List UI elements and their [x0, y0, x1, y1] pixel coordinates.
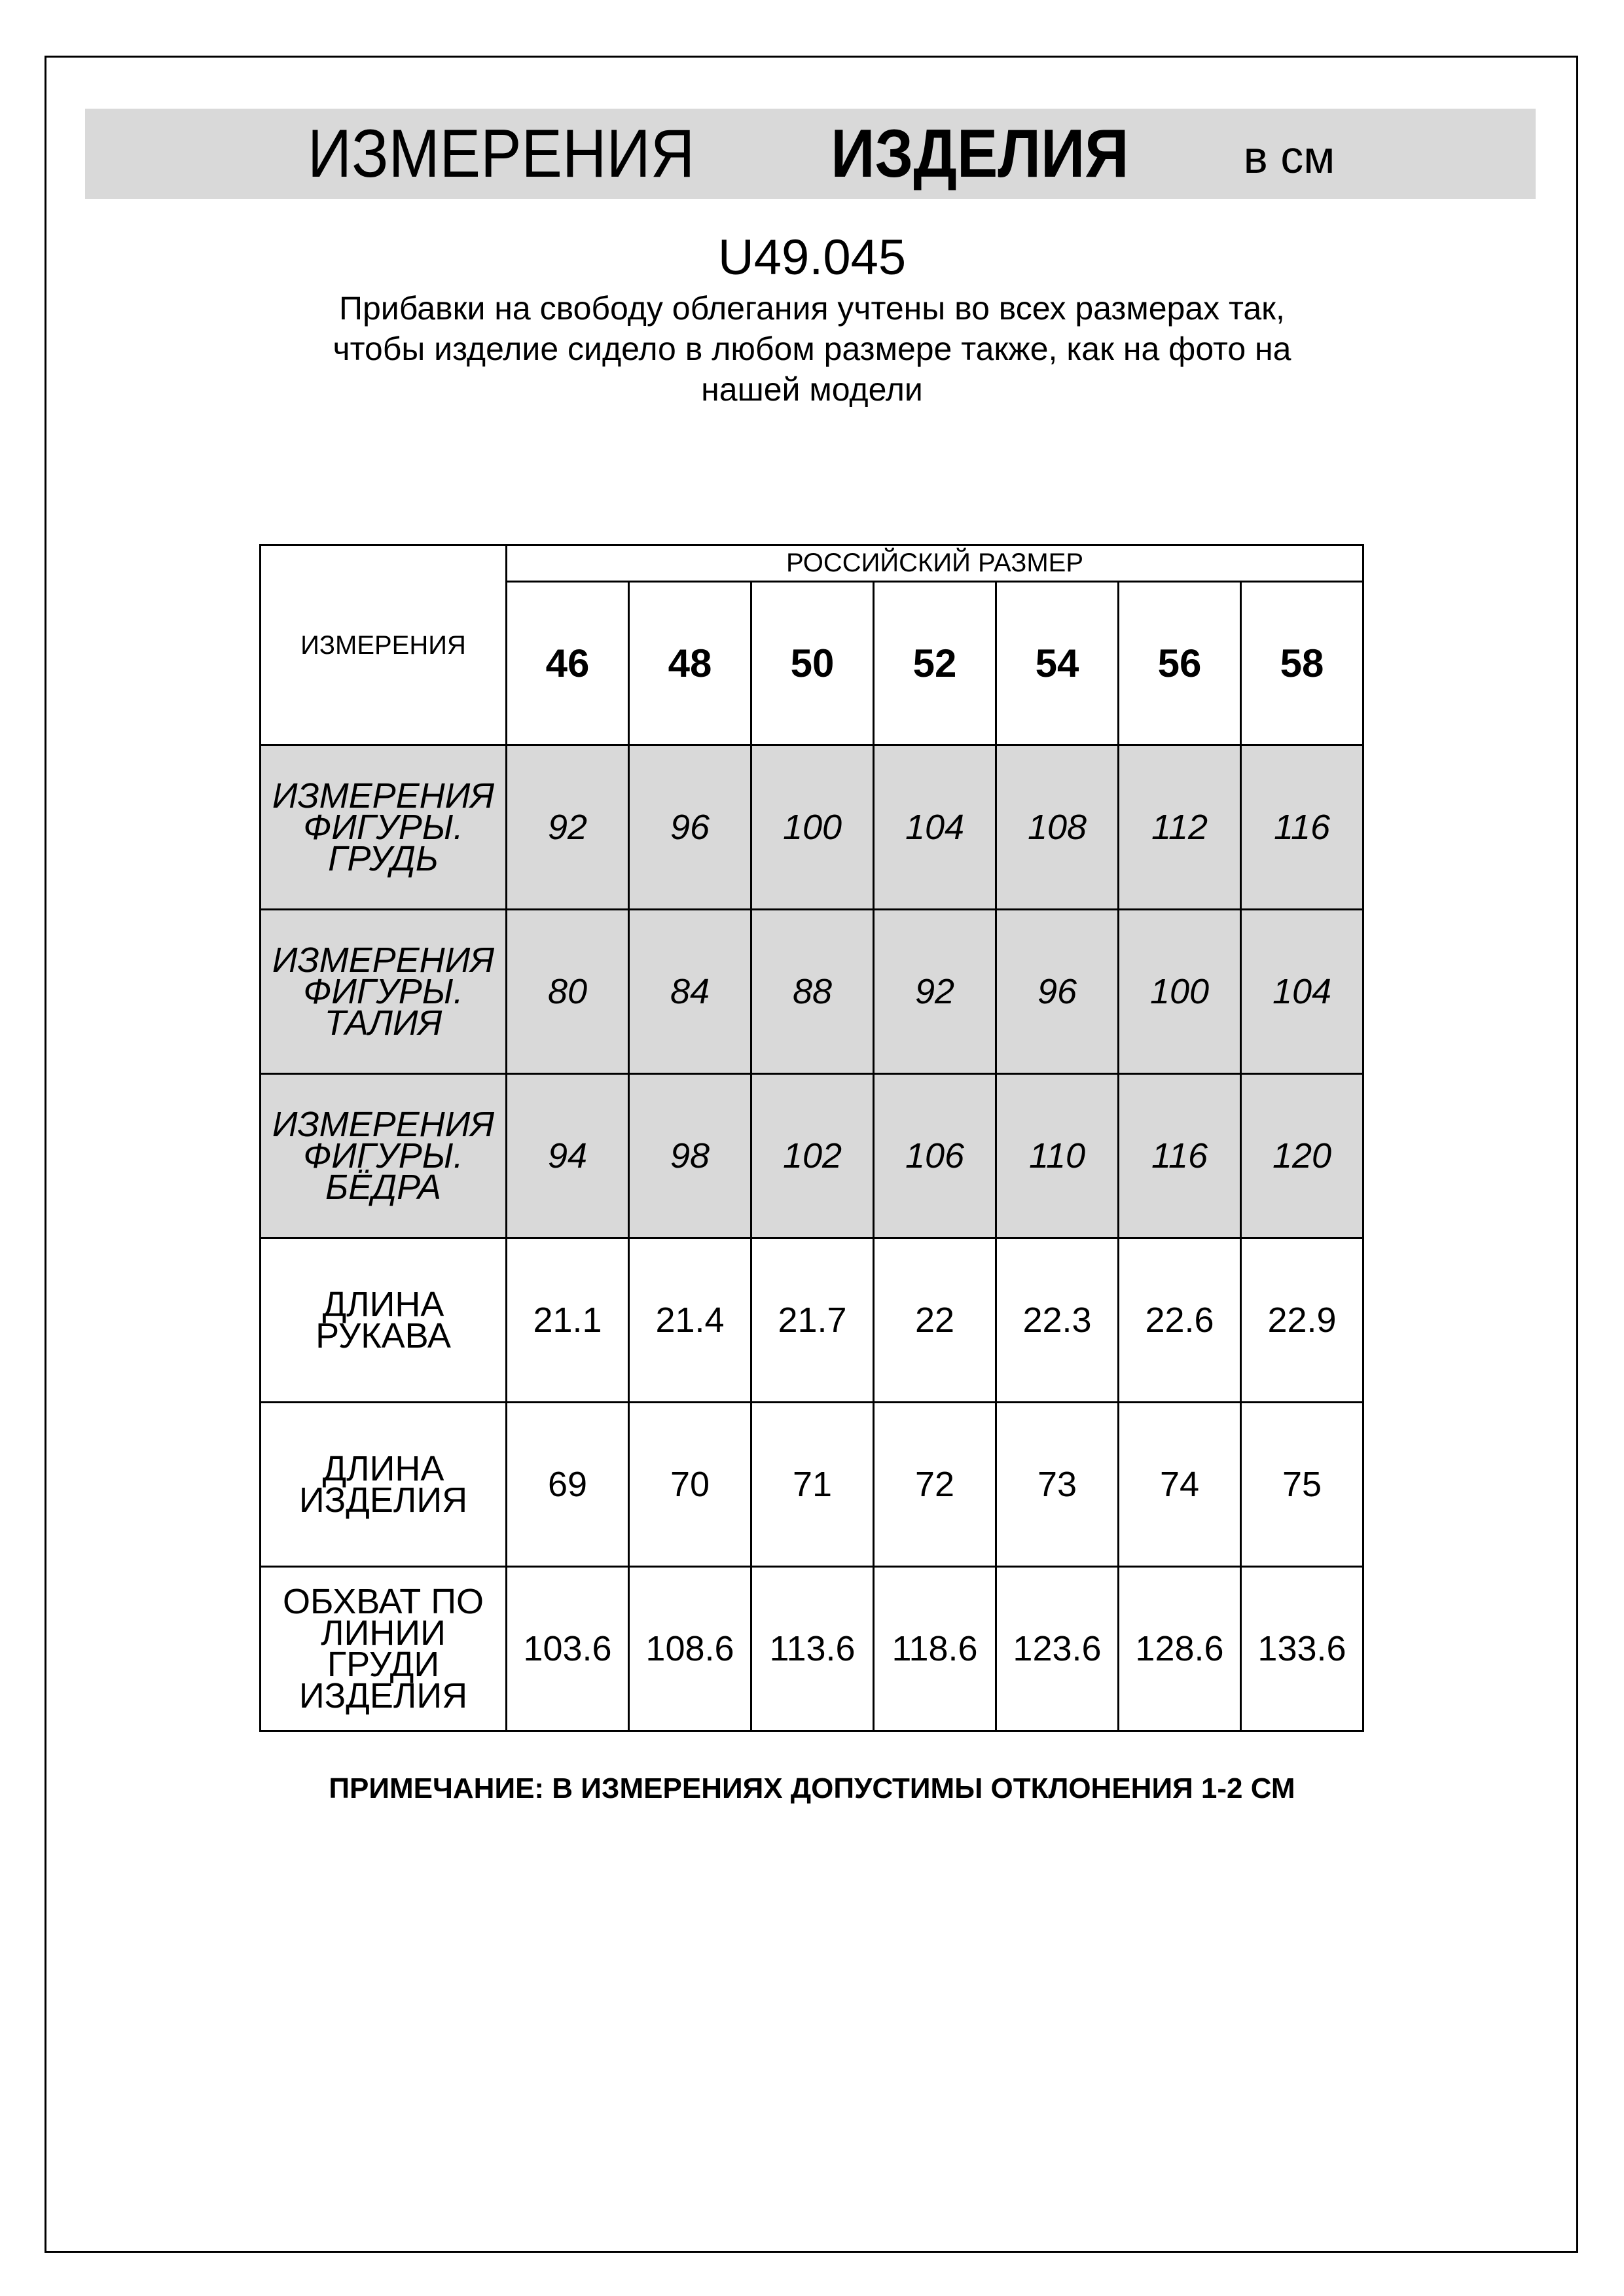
table-cell: 22.9: [1240, 1237, 1364, 1403]
table-cell: 94: [505, 1073, 630, 1239]
table-cell: 72: [873, 1401, 997, 1568]
row-label: ИЗМЕРЕНИЯ ФИГУРЫ. ТАЛИЯ: [259, 908, 507, 1075]
size-header: 48: [628, 581, 752, 746]
row-label: ОБХВАТ ПО ЛИНИИ ГРУДИ ИЗДЕЛИЯ: [259, 1566, 507, 1732]
table-cell: 133.6: [1240, 1566, 1364, 1732]
table-cell: 108: [995, 744, 1119, 910]
table-cell: 70: [628, 1401, 752, 1568]
table-cell: 75: [1240, 1401, 1364, 1568]
table-cell: 73: [995, 1401, 1119, 1568]
label-header: ИЗМЕРЕНИЯ: [259, 544, 507, 746]
table-cell: 120: [1240, 1073, 1364, 1239]
size-header: 46: [505, 581, 630, 746]
row-label: ИЗМЕРЕНИЯ ФИГУРЫ. ГРУДЬ: [259, 744, 507, 910]
table-cell: 106: [873, 1073, 997, 1239]
size-header: 54: [995, 581, 1119, 746]
table-cell: 102: [750, 1073, 875, 1239]
row-label: ИЗМЕРЕНИЯ ФИГУРЫ. БЁДРА: [259, 1073, 507, 1239]
table-row: ОБХВАТ ПО ЛИНИИ ГРУДИ ИЗДЕЛИЯ 103.6 108.6 1…: [259, 1566, 1364, 1732]
table-cell: 92: [873, 908, 997, 1075]
table-cell: 104: [1240, 908, 1364, 1075]
table-cell: 84: [628, 908, 752, 1075]
table-cell: 128.6: [1117, 1566, 1242, 1732]
table-cell: 92: [505, 744, 630, 910]
table-cell: 110: [995, 1073, 1119, 1239]
table-cell: 108.6: [628, 1566, 752, 1732]
table-cell: 113.6: [750, 1566, 875, 1732]
group-header: РОССИЙСКИЙ РАЗМЕР: [505, 544, 1364, 583]
table-cell: 22: [873, 1237, 997, 1403]
title-bold: ИЗДЕЛИЯ: [831, 115, 1129, 192]
row-label: ДЛИНА РУКАВА: [259, 1237, 507, 1403]
description-line: чтобы изделие сидело в любом размере так…: [333, 331, 1291, 367]
size-header: 50: [750, 581, 875, 746]
table-cell: 74: [1117, 1401, 1242, 1568]
table-cell: 116: [1240, 744, 1364, 910]
table-cell: 71: [750, 1401, 875, 1568]
table-cell: 88: [750, 908, 875, 1075]
size-header: 56: [1117, 581, 1242, 746]
page-frame: [45, 56, 1578, 2253]
product-code: U49.045: [717, 230, 907, 285]
description-line: нашей модели: [701, 371, 923, 408]
table-cell: 80: [505, 908, 630, 1075]
table-cell: 96: [995, 908, 1119, 1075]
title-regular: ИЗМЕРЕНИЯ: [307, 115, 695, 192]
title-banner: ИЗМЕРЕНИЯ ИЗДЕЛИЯ в см: [85, 109, 1536, 199]
table-cell: 104: [873, 744, 997, 910]
table-cell: 96: [628, 744, 752, 910]
size-header: 58: [1240, 581, 1364, 746]
description: Прибавки на свободу облегания учтены во …: [0, 288, 1624, 410]
table-cell: 100: [750, 744, 875, 910]
table-row: ИЗМЕРЕНИЯ ФИГУРЫ. ТАЛИЯ 80 84 88 92 96 100 104: [259, 908, 1364, 1075]
size-header: 52: [873, 581, 997, 746]
note: ПРИМЕЧАНИЕ: В ИЗМЕРЕНИЯХ ДОПУСТИМЫ ОТКЛО…: [329, 1772, 1295, 1804]
table-cell: 123.6: [995, 1566, 1119, 1732]
table-cell: 21.4: [628, 1237, 752, 1403]
table-cell: 22.3: [995, 1237, 1119, 1403]
table-cell: 22.6: [1117, 1237, 1242, 1403]
size-table: ИЗМЕРЕНИЯ РОССИЙСКИЙ РАЗМЕР 46 48 50 52 54 56…: [259, 544, 1364, 1732]
table-cell: 103.6: [505, 1566, 630, 1732]
table-row: ИЗМЕРЕНИЯ ФИГУРЫ. ГРУДЬ 92 96 100 104 108 112 1…: [259, 744, 1364, 910]
table-cell: 100: [1117, 908, 1242, 1075]
table-cell: 112: [1117, 744, 1242, 910]
table-cell: 118.6: [873, 1566, 997, 1732]
table-row: ДЛИНА ИЗДЕЛИЯ 69 70 71 72 73 74 75: [259, 1401, 1364, 1568]
table-row: ДЛИНА РУКАВА 21.1 21.4 21.7 22 22.3 22.6 22.9: [259, 1237, 1364, 1403]
table-row: ИЗМЕРЕНИЯ ФИГУРЫ. БЁДРА 94 98 102 106 110 116 1…: [259, 1073, 1364, 1239]
table-cell: 21.7: [750, 1237, 875, 1403]
table-cell: 21.1: [505, 1237, 630, 1403]
description-line: Прибавки на свободу облегания учтены во …: [339, 290, 1285, 327]
table-cell: 116: [1117, 1073, 1242, 1239]
row-label: ДЛИНА ИЗДЕЛИЯ: [259, 1401, 507, 1568]
table-cell: 98: [628, 1073, 752, 1239]
table-cell: 69: [505, 1401, 630, 1568]
title-unit: в см: [1243, 132, 1335, 183]
